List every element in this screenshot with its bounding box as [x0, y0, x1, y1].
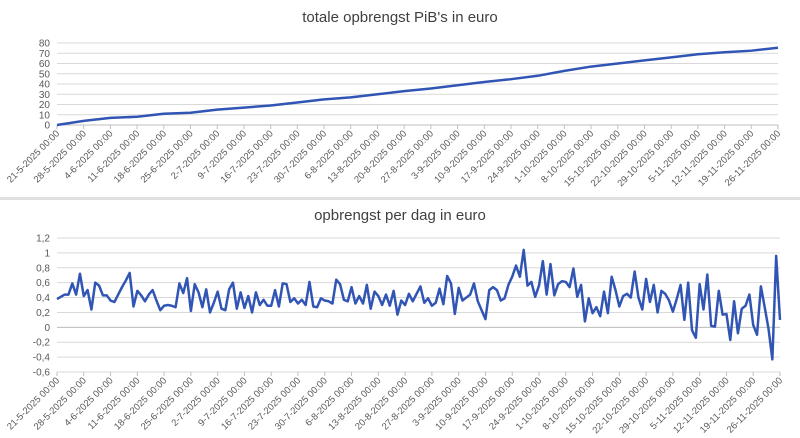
y-tick-label: 1 — [44, 248, 50, 259]
y-tick-label: 0 — [44, 323, 50, 334]
y-tick-label: -0,2 — [33, 338, 51, 349]
y-tick-label: -0,6 — [33, 368, 51, 379]
y-tick-label: 30 — [39, 90, 51, 101]
y-tick-label: -0,4 — [33, 353, 51, 364]
y-tick-label: 0 — [44, 121, 50, 132]
series-line — [56, 46, 779, 127]
y-tick-label: 0,4 — [36, 293, 50, 304]
chart-title-daily: opbrengst per dag in euro — [314, 207, 486, 224]
y-tick-label: 60 — [39, 59, 51, 70]
y-tick-label: 70 — [39, 49, 51, 60]
series-line — [56, 248, 782, 361]
chart-title-cumulative: totale opbrengst PiB's in euro — [302, 9, 498, 26]
chart-divider — [0, 197, 800, 200]
y-tick-label: 50 — [39, 69, 51, 80]
y-tick-label: 10 — [39, 110, 51, 121]
y-tick-label: 40 — [39, 80, 51, 91]
y-tick-label: 1,2 — [36, 234, 50, 245]
y-tick-label: 80 — [39, 39, 51, 50]
y-tick-label: 0,6 — [36, 278, 50, 289]
y-tick-label: 20 — [39, 100, 51, 111]
y-tick-label: 0,8 — [36, 263, 50, 274]
y-tick-label: 0,2 — [36, 308, 50, 319]
